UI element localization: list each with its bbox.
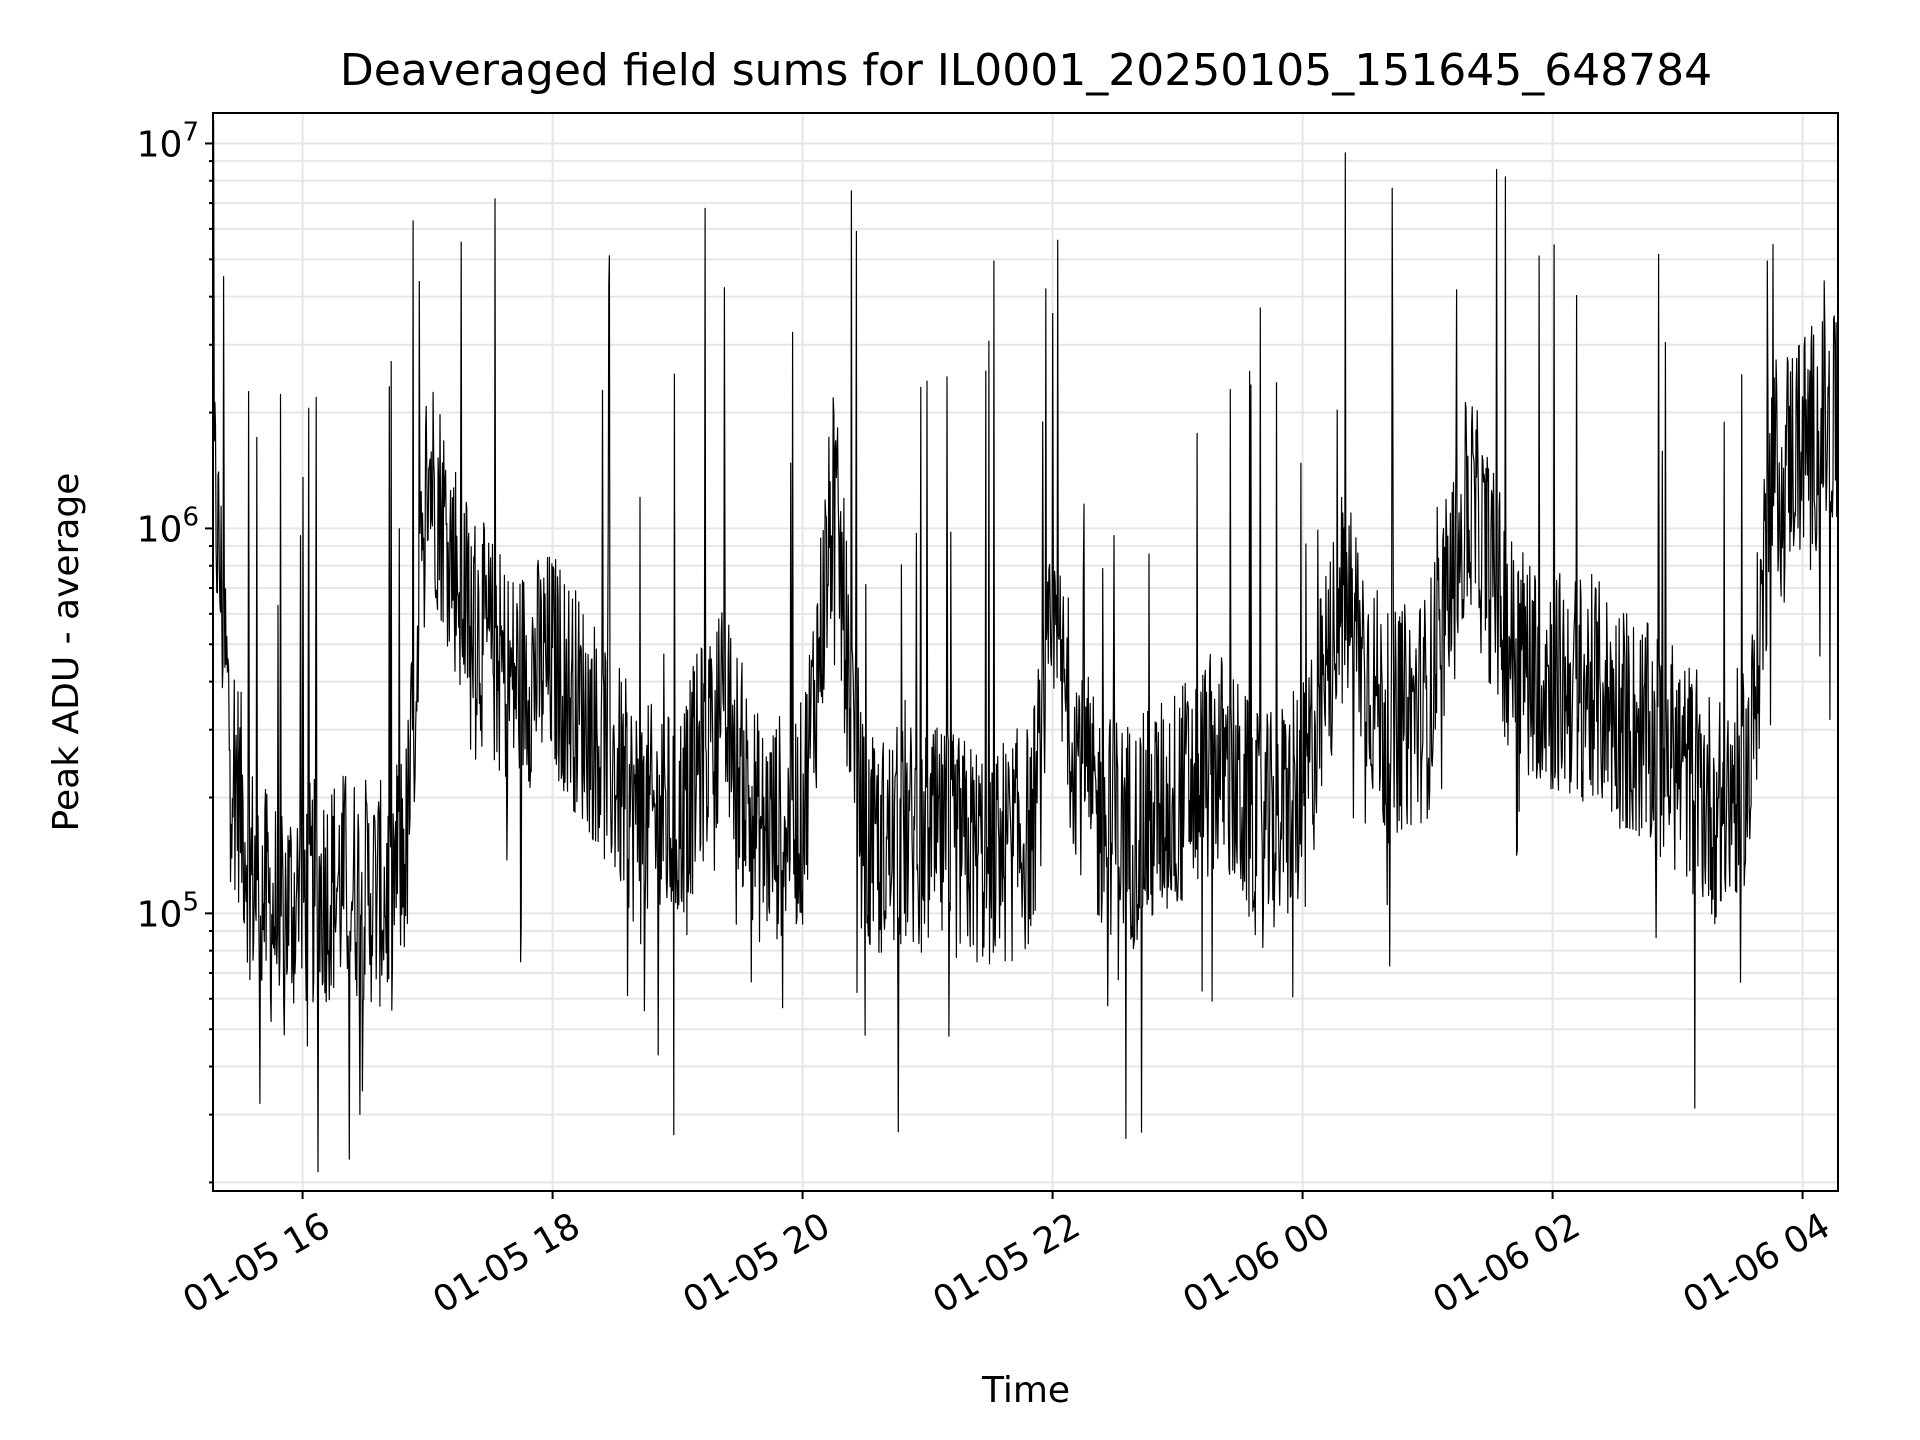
x-axis-label: Time	[981, 1370, 1070, 1411]
data-layer	[212, 120, 1839, 1173]
y-tick-label: 106	[137, 502, 199, 550]
chart-title: Deaveraged field sums for IL0001_2025010…	[340, 45, 1712, 96]
plot-frame	[212, 112, 1839, 1192]
y-tick-label: 105	[137, 887, 199, 935]
y-tick-label: 107	[137, 117, 199, 165]
y-axis-label: Peak ADU - average	[46, 473, 87, 832]
series-line	[212, 120, 1839, 1173]
